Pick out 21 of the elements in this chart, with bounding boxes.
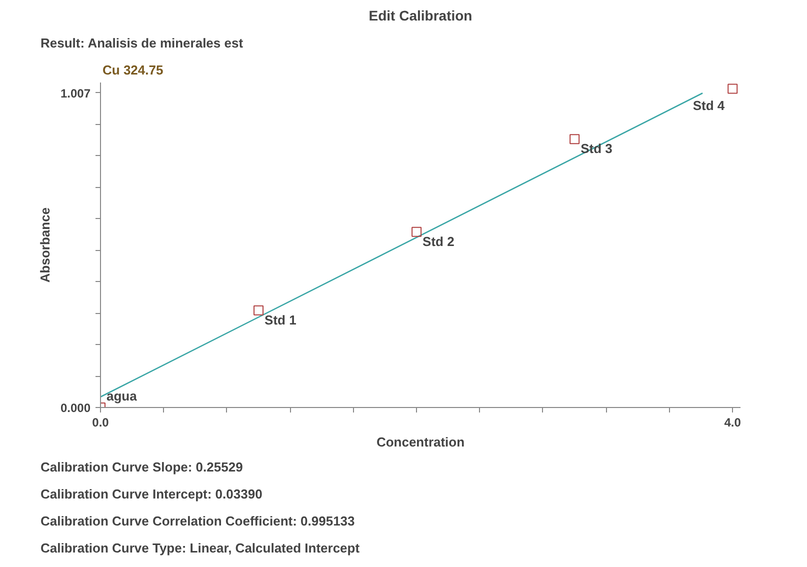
annotation: Std 1 [264, 312, 296, 328]
text: Calibration Curve Type: Linear, Calculated Intercept [40, 540, 360, 556]
y-tick-label: 0.000 [60, 401, 91, 415]
x-tick-label: 4.0 [724, 416, 742, 430]
text: Calibration Curve Intercept: 0.03390 [40, 486, 262, 502]
text: Cu 324.75 [102, 62, 164, 78]
x-tick-label: 0.0 [92, 416, 110, 430]
annotation: Std 2 [422, 234, 454, 249]
point [570, 134, 580, 144]
point [412, 226, 422, 237]
point [728, 84, 738, 94]
point [254, 305, 264, 316]
y-tick-label: 1.007 [60, 86, 91, 100]
chart-subtitle: Result: Analisis de minerales est [40, 36, 244, 50]
text: Calibration Curve Slope: 0.25529 [40, 460, 243, 474]
y-axis-title: Absorbance [37, 207, 52, 283]
text: Calibration Curve Correlation Coefficient: 0.995133 [40, 514, 355, 528]
annotation: Std 4 [692, 98, 726, 113]
chart-title: Edit Calibration [368, 8, 472, 24]
annotation: agua [106, 388, 138, 404]
x-axis-title: Concentration [376, 434, 465, 450]
